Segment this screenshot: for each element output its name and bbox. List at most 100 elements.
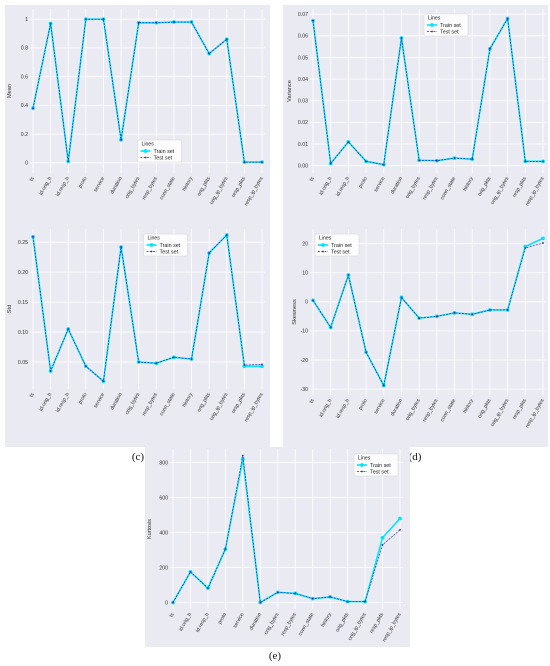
- legend-title: Lines: [319, 236, 332, 242]
- data-point-test: [261, 161, 263, 164]
- data-point-test: [137, 21, 140, 24]
- data-point-test: [261, 363, 263, 366]
- y-tick-label: 0.25: [18, 240, 28, 246]
- data-point-train: [242, 364, 247, 369]
- legend-title: Lines: [428, 16, 441, 22]
- legend-marker: [143, 149, 148, 153]
- data-point-test: [382, 384, 385, 387]
- legend-box: [143, 233, 188, 257]
- data-point-test: [207, 587, 209, 590]
- data-point-test: [172, 601, 174, 604]
- data-point-test: [489, 47, 491, 50]
- legend-marker: [149, 243, 154, 247]
- y-axis-label: Kurtosis: [147, 519, 153, 539]
- y-axis-label: Mean: [7, 84, 13, 98]
- y-tick-label: 0.01: [298, 142, 308, 148]
- legend-marker: [431, 30, 433, 33]
- data-point-test: [190, 21, 193, 23]
- y-tick-label: 0: [305, 300, 308, 306]
- data-point-test: [453, 311, 456, 314]
- data-point-test: [243, 364, 246, 366]
- y-tick-label: 0.8: [21, 46, 28, 52]
- legend-marker: [150, 250, 153, 253]
- data-point-test: [312, 19, 314, 22]
- legend-box: [314, 233, 360, 257]
- legend-title: Lines: [358, 456, 371, 462]
- data-point-test: [225, 38, 228, 41]
- y-tick-label: 800: [159, 460, 168, 466]
- data-point-test: [471, 158, 474, 161]
- y-tick-label: -20: [301, 358, 309, 364]
- series-line-test: [312, 18, 543, 165]
- y-tick-label: 0: [25, 161, 28, 167]
- y-axis-label: Variance: [287, 80, 293, 102]
- series-line-test: [172, 455, 401, 603]
- data-point-test: [49, 22, 52, 25]
- data-point-test: [189, 570, 192, 573]
- data-point-train: [260, 364, 264, 369]
- data-point-test: [224, 548, 227, 551]
- y-tick-label: 0.15: [18, 300, 28, 306]
- data-point-test: [542, 242, 544, 244]
- data-point-test: [435, 315, 438, 318]
- data-point-test: [225, 234, 228, 236]
- data-point-test: [381, 543, 384, 546]
- data-point-test: [32, 235, 34, 238]
- data-point-test: [208, 252, 211, 254]
- data-point-test: [329, 326, 332, 329]
- data-point-test: [84, 18, 87, 21]
- x-tick-label: ts: [29, 176, 36, 183]
- y-tick-label: 0.4: [21, 103, 28, 109]
- y-tick-label: 200: [159, 565, 168, 571]
- data-point-test: [453, 157, 456, 159]
- data-point-test: [120, 138, 122, 141]
- x-tick-label: proto: [77, 392, 88, 405]
- data-point-test: [312, 299, 314, 302]
- x-tick-label: proto: [217, 612, 228, 625]
- y-tick-label: 0.05: [18, 360, 28, 366]
- data-point-test: [489, 309, 491, 311]
- data-point-test: [208, 52, 211, 55]
- data-point-test: [241, 454, 244, 457]
- y-tick-label: 600: [159, 495, 168, 501]
- data-point-test: [155, 21, 158, 24]
- legend-box: [423, 13, 469, 37]
- data-point-test: [259, 601, 262, 604]
- data-point-test: [102, 380, 105, 383]
- data-point-test: [365, 160, 367, 163]
- legend-label: Test set: [154, 155, 173, 161]
- legend-marker: [322, 250, 324, 253]
- y-tick-label: 20: [302, 241, 308, 247]
- y-tick-label: 0.6: [21, 74, 28, 80]
- data-point-test: [173, 356, 175, 359]
- data-point-test: [382, 163, 385, 166]
- data-point-train: [541, 236, 545, 241]
- x-tick-label: proto: [358, 398, 369, 411]
- legend-label: Test set: [331, 249, 350, 255]
- data-point-test: [329, 162, 332, 165]
- legend-label: Test set: [370, 469, 389, 475]
- data-point-train: [398, 516, 402, 521]
- series-line-test: [32, 18, 262, 163]
- data-point-test: [435, 159, 438, 162]
- legend-marker: [361, 470, 363, 473]
- y-tick-label: 0.04: [298, 77, 308, 83]
- data-point-test: [365, 351, 367, 354]
- y-tick-label: 0.03: [298, 99, 308, 105]
- data-point-test: [294, 592, 297, 595]
- y-tick-label: 0.10: [18, 330, 28, 336]
- y-tick-label: 0.2: [21, 132, 28, 138]
- x-tick-label: proto: [77, 176, 88, 189]
- data-point-test: [329, 596, 332, 598]
- y-tick-label: 400: [159, 530, 168, 536]
- data-point-train: [380, 535, 385, 540]
- legend-label: Test set: [440, 29, 459, 35]
- legend-title: Lines: [142, 142, 155, 148]
